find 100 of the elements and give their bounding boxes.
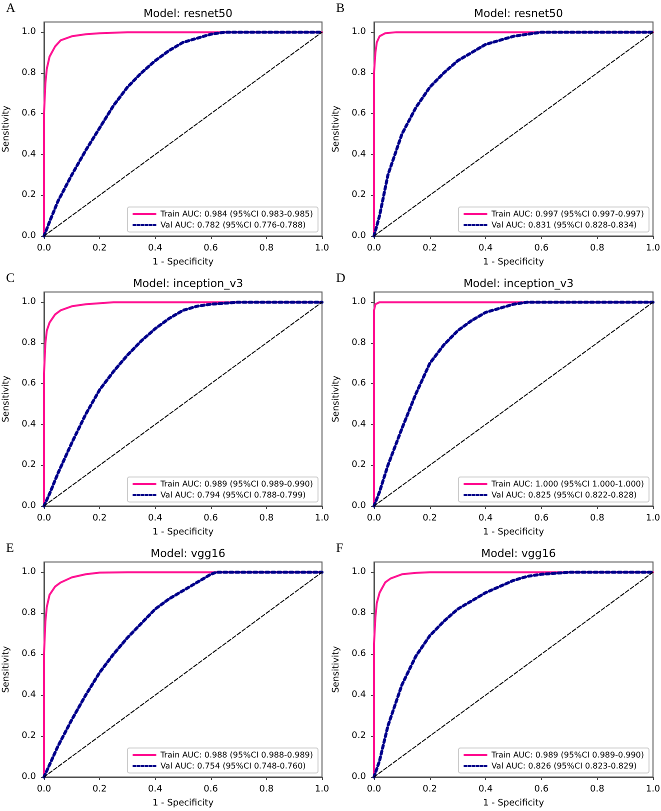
x-tick-label: 0.6 — [204, 244, 218, 254]
y-tick-label: 0.8 — [352, 608, 366, 618]
x-tick-label: 1.0 — [646, 514, 660, 524]
x-tick-label: 0.8 — [259, 514, 274, 524]
y-tick-label: 0.8 — [22, 608, 36, 618]
legend-label: Val AUC: 0.831 (95%CI 0.828-0.834) — [491, 220, 637, 230]
y-tick-label: 0.2 — [22, 460, 36, 470]
chart-title: Model: inception_v3 — [463, 277, 574, 290]
y-tick-label: 1.0 — [352, 297, 366, 308]
y-tick-label: 0.2 — [22, 190, 36, 200]
legend-label: Train AUC: 0.984 (95%CI 0.983-0.985) — [159, 210, 314, 218]
legend-label: Train AUC: 0.997 (95%CI 0.997-0.997) — [490, 210, 644, 218]
legend-label: Train AUC: 0.988 (95%CI 0.988-0.989) — [159, 750, 314, 760]
x-tick-label: 1.0 — [314, 244, 330, 254]
y-tick-label: 0.4 — [352, 149, 366, 160]
y-tick-label: 0.0 — [352, 501, 366, 511]
y-tick-label: 1.0 — [22, 567, 36, 578]
y-tick-label: 0.0 — [352, 231, 366, 241]
y-tick-label: 0.2 — [22, 731, 36, 742]
legend-label: Train AUC: 0.989 (95%CI 0.989-0.990) — [159, 480, 314, 488]
y-tick-label: 1.0 — [22, 27, 36, 38]
y-axis-title: Sensitivity — [1, 374, 12, 422]
x-tick-label: 0.6 — [534, 784, 549, 794]
y-tick-label: 0.8 — [352, 68, 366, 78]
y-tick-label: 0.6 — [352, 108, 366, 119]
legend-label: Val AUC: 0.825 (95%CI 0.822-0.828) — [491, 490, 637, 500]
x-tick-label: 0.8 — [590, 514, 605, 524]
x-tick-label: 0.2 — [422, 514, 437, 524]
x-tick-label: 0.0 — [36, 514, 52, 524]
x-axis-title: 1 - Specificity — [152, 257, 214, 268]
y-tick-label: 0.8 — [352, 338, 366, 348]
x-tick-label: 0.4 — [148, 514, 163, 524]
x-axis-title: 1 - Specificity — [482, 257, 545, 268]
x-tick-label: 0.2 — [92, 784, 107, 794]
x-axis-title: 1 - Specificity — [152, 798, 214, 808]
y-tick-label: 0.6 — [22, 649, 36, 660]
x-tick-label: 1.0 — [314, 784, 330, 794]
y-tick-label: 0.0 — [22, 501, 36, 511]
y-tick-label: 0.4 — [22, 690, 36, 700]
x-tick-label: 1.0 — [646, 244, 660, 254]
y-tick-label: 1.0 — [22, 297, 36, 308]
chart-title: Model: vgg16 — [150, 547, 226, 560]
x-tick-label: 0.6 — [534, 244, 549, 254]
text: B — [336, 0, 345, 15]
x-tick-label: 1.0 — [646, 784, 660, 794]
text: E — [6, 540, 14, 555]
x-tick-label: 0.6 — [204, 784, 218, 794]
y-tick-label: 0.4 — [352, 419, 366, 430]
y-tick-label: 0.8 — [22, 68, 36, 78]
legend-label: Val AUC: 0.794 (95%CI 0.788-0.799) — [160, 490, 306, 500]
x-tick-label: 0.6 — [534, 514, 549, 524]
x-tick-label: 0.6 — [204, 514, 218, 524]
x-tick-label: 0.4 — [478, 514, 494, 524]
x-tick-label: 0.8 — [259, 244, 274, 254]
x-tick-label: 1.0 — [314, 514, 330, 524]
legend-label: Val AUC: 0.826 (95%CI 0.823-0.829) — [491, 762, 637, 770]
y-tick-label: 0.0 — [22, 772, 36, 782]
chart-title: Model: resnet50 — [474, 7, 564, 20]
legend-label: Train AUC: 1.000 (95%CI 1.000-1.000) — [490, 480, 644, 488]
y-tick-label: 0.0 — [352, 772, 366, 782]
y-axis-title: Sensitivity — [1, 104, 12, 152]
x-tick-label: 0.0 — [36, 244, 52, 254]
x-tick-label: 0.2 — [92, 244, 107, 254]
chart-title: Model: inception_v3 — [132, 277, 244, 290]
x-tick-label: 0.8 — [590, 784, 605, 794]
y-tick-label: 0.8 — [22, 338, 36, 348]
x-tick-label: 0.4 — [148, 244, 163, 254]
x-tick-label: 0.8 — [259, 784, 274, 794]
y-tick-label: 0.4 — [22, 149, 36, 160]
chart-title: Model: resnet50 — [143, 7, 233, 20]
text: C — [6, 270, 15, 285]
y-axis-title: Sensitivity — [331, 104, 342, 152]
y-tick-label: 0.2 — [352, 190, 366, 200]
x-tick-label: 0.4 — [478, 784, 494, 794]
y-tick-label: 1.0 — [352, 27, 366, 38]
y-tick-label: 0.4 — [22, 419, 36, 430]
x-axis-title: 1 - Specificity — [152, 527, 214, 538]
legend-label: Train AUC: 0.989 (95%CI 0.989-0.990) — [490, 750, 644, 760]
y-tick-label: 0.6 — [352, 649, 366, 660]
x-tick-label: 0.4 — [478, 244, 494, 254]
y-axis-title: Sensitivity — [331, 645, 342, 693]
y-axis-title: Sensitivity — [331, 374, 342, 422]
y-tick-label: 0.4 — [352, 690, 366, 700]
x-tick-label: 0.2 — [92, 514, 107, 524]
y-tick-label: 0.2 — [352, 460, 366, 470]
y-tick-label: 0.6 — [352, 378, 366, 389]
x-tick-label: 0.0 — [36, 784, 52, 794]
y-tick-label: 0.6 — [22, 108, 36, 119]
y-axis-title: Sensitivity — [1, 645, 12, 693]
x-tick-label: 0.0 — [366, 514, 382, 524]
x-tick-label: 0.4 — [148, 784, 163, 794]
x-axis-title: 1 - Specificity — [482, 527, 545, 538]
text: F — [336, 540, 344, 555]
x-tick-label: 0.0 — [366, 244, 382, 254]
text: D — [336, 270, 346, 285]
y-tick-label: 0.6 — [22, 378, 36, 389]
chart-title: Model: vgg16 — [481, 547, 556, 560]
x-tick-label: 0.0 — [366, 784, 382, 794]
legend-label: Val AUC: 0.782 (95%CI 0.776-0.788) — [160, 220, 306, 230]
x-axis-title: 1 - Specificity — [482, 798, 545, 808]
